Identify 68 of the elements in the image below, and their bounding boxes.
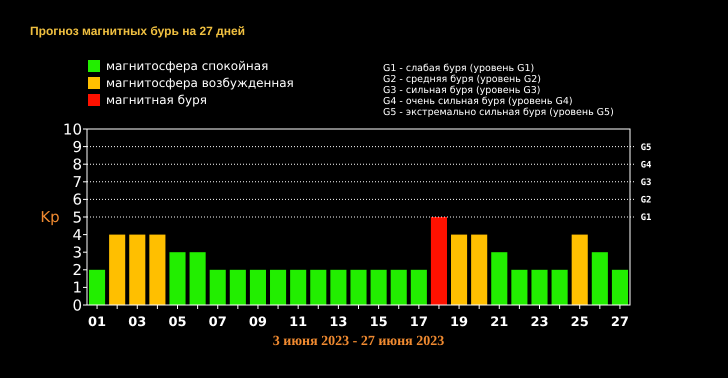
x-tick-label: 05 [168, 315, 187, 330]
bar [190, 252, 206, 305]
x-tick-label: 15 [370, 315, 388, 330]
y-tick-label: 5 [72, 208, 82, 226]
bar [612, 270, 628, 305]
x-tick-label: 25 [570, 315, 589, 330]
bar [471, 234, 488, 305]
y-tick-label: 7 [72, 173, 82, 192]
chart-title: Прогноз магнитных бурь на 27 дней [30, 24, 246, 38]
x-tick-label: 21 [490, 315, 508, 330]
legend-label: магнитосфера возбужденная [106, 76, 294, 90]
bar [149, 234, 166, 305]
x-tick-label: 23 [530, 315, 549, 330]
y-tick-label: 3 [72, 243, 82, 262]
bar [390, 270, 407, 305]
x-tick-label: 17 [410, 315, 428, 330]
y-tick-label: 9 [72, 138, 82, 156]
y-tick-label: 6 [72, 190, 82, 209]
x-axis-title: 3 июня 2023 - 27 июня 2023 [272, 334, 444, 349]
ref-line-label: G3 [640, 178, 652, 188]
y-tick-label: 2 [72, 261, 82, 280]
bar [592, 252, 608, 305]
x-tick-label: 09 [248, 315, 267, 330]
bar [491, 252, 508, 305]
bar [210, 270, 226, 305]
x-tick-label: 13 [329, 315, 348, 330]
ref-line-label: G1 [640, 213, 652, 224]
ref-line-label: G4 [640, 160, 652, 170]
bar [410, 270, 427, 305]
bar [169, 252, 186, 305]
text: G5 - экстремально сильная буря (уровень G5) [383, 107, 614, 118]
y-tick-label: 0 [72, 296, 82, 314]
bar [451, 234, 468, 305]
bar [330, 270, 346, 305]
x-tick-label: 11 [289, 315, 308, 330]
bar [230, 270, 246, 305]
bar [89, 270, 106, 305]
text: G1 - слабая буря (уровень G1) [383, 63, 534, 74]
bar [552, 270, 568, 305]
bar [511, 270, 528, 305]
bar [370, 270, 387, 305]
bar [270, 270, 286, 305]
x-tick-label: 01 [88, 315, 106, 330]
ref-line-label: G5 [640, 142, 652, 153]
y-tick-label: 10 [62, 120, 82, 138]
y-axis-title: Kp [40, 208, 60, 226]
bar [250, 270, 266, 305]
text: G2 - средняя буря (уровень G2) [383, 74, 542, 85]
x-tick-label: 07 [208, 315, 227, 330]
y-tick-label: 1 [72, 278, 82, 297]
bar [430, 217, 447, 305]
bar [109, 234, 126, 305]
y-tick-label: 4 [72, 226, 82, 244]
bar [572, 234, 588, 305]
x-tick-label: 27 [610, 315, 629, 330]
x-tick-label: 03 [128, 315, 146, 330]
bar [129, 234, 146, 305]
ref-line-label: G2 [640, 196, 652, 206]
bar [290, 270, 306, 305]
text: G4 - очень сильная буря (уровень G4) [383, 96, 573, 107]
legend-label: магнитосфера спокойная [106, 59, 268, 73]
bar [350, 270, 367, 305]
text: G3 - сильная буря (уровень G3) [383, 85, 541, 96]
bar [310, 270, 326, 305]
y-tick-label: 8 [72, 155, 82, 174]
bar [531, 270, 548, 305]
x-tick-label: 19 [450, 315, 468, 330]
legend-label: магнитная буря [106, 93, 207, 107]
